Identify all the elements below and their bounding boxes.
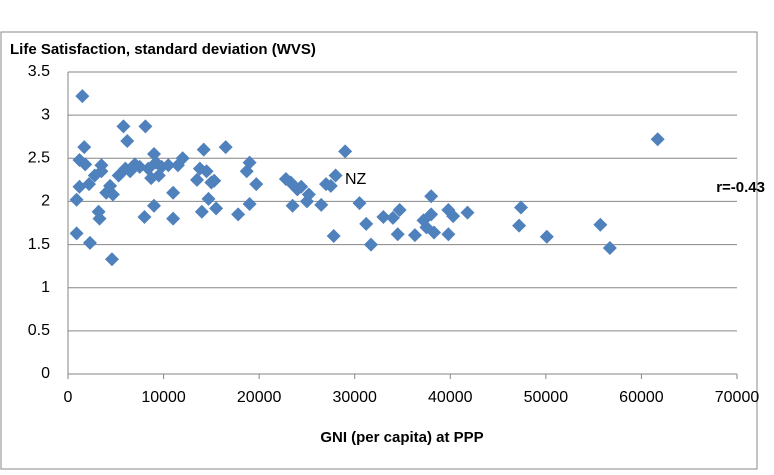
point [249,177,264,192]
point [147,198,162,213]
point [514,200,529,215]
point [424,207,439,222]
point [105,187,120,202]
point [166,211,181,226]
point [392,203,407,218]
point [94,164,109,179]
chart-frame [0,31,758,470]
point [82,235,97,250]
point [120,134,135,149]
point [209,201,224,216]
point [137,209,152,224]
point [199,164,214,179]
point [78,157,93,172]
point [338,144,353,159]
point [194,204,209,219]
y-tick-label: 1 [41,279,50,296]
point [323,178,338,193]
point [201,191,216,206]
point [231,207,246,222]
x-tick-label: 40000 [428,389,473,406]
point [593,217,608,232]
point [441,227,456,242]
point [242,197,257,212]
x-tick-label: 50000 [524,389,569,406]
point [116,119,131,134]
y-tick-label: 2 [41,193,50,210]
annotation: r=-0.43 [716,179,765,196]
point [190,172,205,187]
point [138,119,153,134]
x-tick-label: 60000 [619,389,664,406]
point [218,140,233,155]
point [650,132,665,147]
point [175,151,190,166]
x-tick-label: 70000 [715,389,760,406]
x-axis-title: GNI (per capita) at PPP [320,429,483,446]
point [314,197,329,212]
point [196,142,211,157]
y-tick-label: 3 [41,106,50,123]
point [82,177,97,192]
point [166,185,181,200]
point [294,179,309,194]
point [75,89,90,104]
point [390,227,405,242]
x-tick-label: 10000 [141,389,186,406]
y-tick-label: 0 [41,365,50,382]
y-axis-title: Life Satisfaction, standard deviation (W… [10,41,316,58]
point [460,205,475,220]
point [69,192,84,207]
point [104,252,119,267]
x-tick-label: 0 [64,389,73,406]
point [285,198,300,213]
point [161,158,176,173]
point [242,155,257,170]
y-tick-label: 2.5 [28,150,50,167]
point [92,211,107,226]
annotation: NZ [345,171,367,188]
point [328,168,343,183]
point [69,226,84,241]
point [363,237,378,252]
point [424,189,439,204]
y-tick-label: 3.5 [28,63,50,80]
point [376,209,391,224]
point [602,241,617,256]
x-tick-label: 30000 [332,389,377,406]
point [352,196,367,211]
point [427,225,442,240]
point [207,173,222,188]
point [512,218,527,233]
point [77,140,92,155]
point [385,210,400,225]
y-tick-label: 0.5 [28,322,50,339]
point [446,209,461,224]
x-tick-label: 20000 [237,389,282,406]
y-tick-label: 1.5 [28,236,50,253]
point [326,228,341,243]
point [407,228,422,243]
point [301,187,316,202]
point [539,229,554,244]
point [359,216,374,231]
